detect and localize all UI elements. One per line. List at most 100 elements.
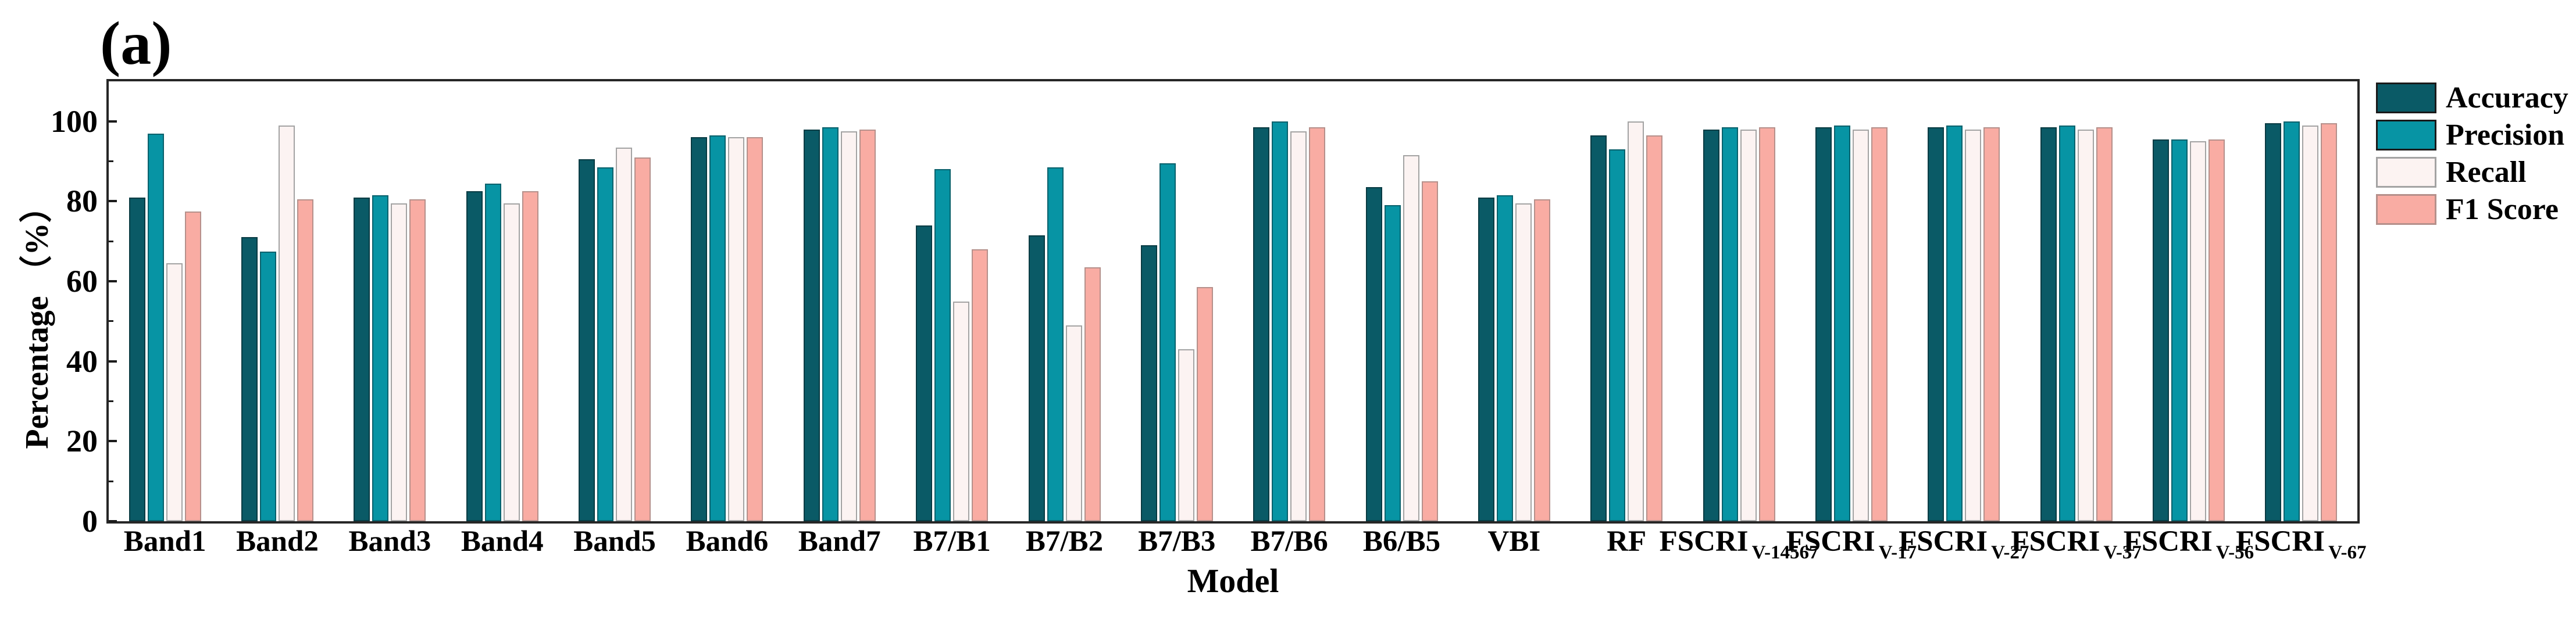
bar-FSCRI V-14567-precision — [1721, 127, 1738, 521]
x-tick-label-Band3: Band3 — [348, 525, 431, 558]
bar-Band2-accuracy — [241, 237, 258, 521]
y-axis-major-tick — [109, 440, 117, 443]
bar-B7/B2-accuracy — [1028, 235, 1045, 521]
bar-FSCRI V-37-precision — [2058, 125, 2075, 521]
x-tick-label-FSCRI V-27: FSCRI V-27 — [1899, 525, 2029, 563]
bar-FSCRI V-14567-recall — [1740, 129, 1757, 521]
bar-FSCRI V-17-precision — [1833, 125, 1850, 521]
x-tick-label-main: FSCRI — [2011, 525, 2100, 558]
x-tick-label-FSCRI V-37: FSCRI V-37 — [2011, 525, 2141, 563]
bar-RF-recall — [1628, 121, 1644, 521]
x-tick-label-B7/B6: B7/B6 — [1250, 525, 1328, 558]
bar-Band5-recall — [616, 147, 633, 521]
bar-VBI-precision — [1496, 195, 1513, 521]
bar-RF-precision — [1609, 149, 1626, 521]
legend-label: Accuracy — [2446, 81, 2568, 114]
x-tick-label-subscript: V-27 — [1991, 542, 2029, 563]
y-axis-major-tick — [109, 520, 117, 522]
bar-FSCRI V-56-f1-score — [2208, 139, 2225, 521]
x-tick-label-main: FSCRI — [2236, 525, 2325, 558]
legend-label: Precision — [2446, 119, 2565, 152]
x-tick-label-main: FSCRI — [1899, 525, 1988, 558]
bar-B7/B6-precision — [1272, 121, 1289, 521]
bar-FSCRI V-67-recall — [2302, 125, 2319, 521]
bar-VBI-accuracy — [1478, 197, 1494, 521]
y-axis-minor-tick — [109, 240, 113, 242]
x-tick-label-FSCRI V-17: FSCRI V-17 — [1786, 525, 1917, 563]
bar-FSCRI V-37-recall — [2077, 129, 2094, 521]
bar-FSCRI V-56-accuracy — [2153, 139, 2169, 521]
y-axis-major-tick — [109, 360, 117, 363]
legend-item-f1-score: F1 Score — [2376, 194, 2568, 225]
bar-FSCRI V-56-precision — [2171, 139, 2188, 521]
bar-Band5-f1-score — [634, 157, 651, 521]
bar-B7/B3-f1-score — [1196, 287, 1213, 521]
bar-FSCRI V-17-f1-score — [1871, 127, 1888, 521]
bar-FSCRI V-17-recall — [1852, 129, 1869, 521]
bar-B7/B6-f1-score — [1309, 127, 1326, 521]
bar-Band6-precision — [709, 135, 726, 521]
legend-label: F1 Score — [2446, 193, 2559, 226]
y-axis-major-tick — [109, 280, 117, 283]
bar-FSCRI V-27-accuracy — [1928, 127, 1945, 521]
legend-swatch — [2376, 83, 2436, 113]
x-tick-label-subscript: V-67 — [2328, 542, 2367, 563]
bar-B7/B1-accuracy — [916, 225, 933, 521]
x-tick-label-subscript: V-17 — [1878, 542, 1917, 563]
bar-Band1-precision — [147, 133, 164, 521]
x-tick-label-Band2: Band2 — [236, 525, 319, 558]
bar-Band4-precision — [484, 183, 501, 521]
bar-Band3-accuracy — [354, 197, 370, 521]
x-tick-label-Band4: Band4 — [461, 525, 544, 558]
bar-Band7-precision — [822, 127, 839, 521]
bar-FSCRI V-67-accuracy — [2265, 123, 2282, 521]
legend-item-accuracy: Accuracy — [2376, 83, 2568, 113]
legend-label: Recall — [2446, 156, 2527, 189]
bar-FSCRI V-37-f1-score — [2096, 127, 2113, 521]
x-tick-label-B7/B2: B7/B2 — [1025, 525, 1104, 558]
x-tick-label-Band7: Band7 — [798, 525, 881, 558]
legend-swatch — [2376, 157, 2436, 188]
bar-Band3-recall — [391, 203, 408, 521]
x-tick-label-subscript: V-14567 — [1751, 542, 1819, 563]
bar-B7/B1-f1-score — [972, 249, 989, 521]
bar-Band5-accuracy — [579, 159, 595, 521]
bar-Band7-recall — [840, 131, 857, 521]
bar-Band7-f1-score — [859, 129, 876, 521]
bar-VBI-recall — [1515, 203, 1532, 521]
plot-area — [106, 79, 2360, 524]
bar-Band6-accuracy — [691, 137, 708, 521]
x-tick-label-Band1: Band1 — [123, 525, 206, 558]
x-tick-label-Band6: Band6 — [686, 525, 769, 558]
bar-B7/B3-recall — [1178, 349, 1194, 521]
bar-B7/B2-f1-score — [1084, 267, 1101, 521]
x-tick-label-FSCRI V-67: FSCRI V-67 — [2236, 525, 2367, 563]
bar-B7/B6-recall — [1290, 131, 1307, 521]
x-tick-label-VBI: VBI — [1487, 525, 1541, 558]
x-tick-label-B7/B3: B7/B3 — [1138, 525, 1216, 558]
x-axis-title: Model — [1187, 562, 1279, 600]
bar-FSCRI V-67-f1-score — [2321, 123, 2338, 521]
legend-item-recall: Recall — [2376, 157, 2568, 188]
bar-Band6-recall — [728, 137, 745, 521]
plot-inner — [109, 81, 2357, 522]
bar-B6/B5-f1-score — [1421, 181, 1438, 521]
bar-B7/B3-accuracy — [1140, 245, 1157, 521]
x-tick-label-FSCRI V-14567: FSCRI V-14567 — [1660, 525, 1819, 563]
bar-B6/B5-precision — [1384, 205, 1401, 521]
bar-FSCRI V-27-recall — [1965, 129, 1982, 521]
bar-FSCRI V-14567-accuracy — [1703, 129, 1719, 521]
bar-Band2-precision — [260, 251, 276, 521]
legend-swatch — [2376, 120, 2436, 150]
bar-Band2-recall — [279, 125, 295, 521]
bar-B6/B5-accuracy — [1365, 187, 1382, 521]
y-axis-tick-label: 80 — [66, 184, 98, 219]
y-axis-tick-label: 40 — [66, 343, 98, 379]
x-tick-label-B7/B1: B7/B1 — [913, 525, 991, 558]
bar-FSCRI V-56-recall — [2190, 141, 2206, 521]
bar-FSCRI V-14567-f1-score — [1758, 127, 1775, 521]
bar-Band1-accuracy — [129, 197, 145, 521]
bar-B7/B2-recall — [1065, 325, 1082, 521]
bar-Band1-f1-score — [184, 211, 201, 521]
